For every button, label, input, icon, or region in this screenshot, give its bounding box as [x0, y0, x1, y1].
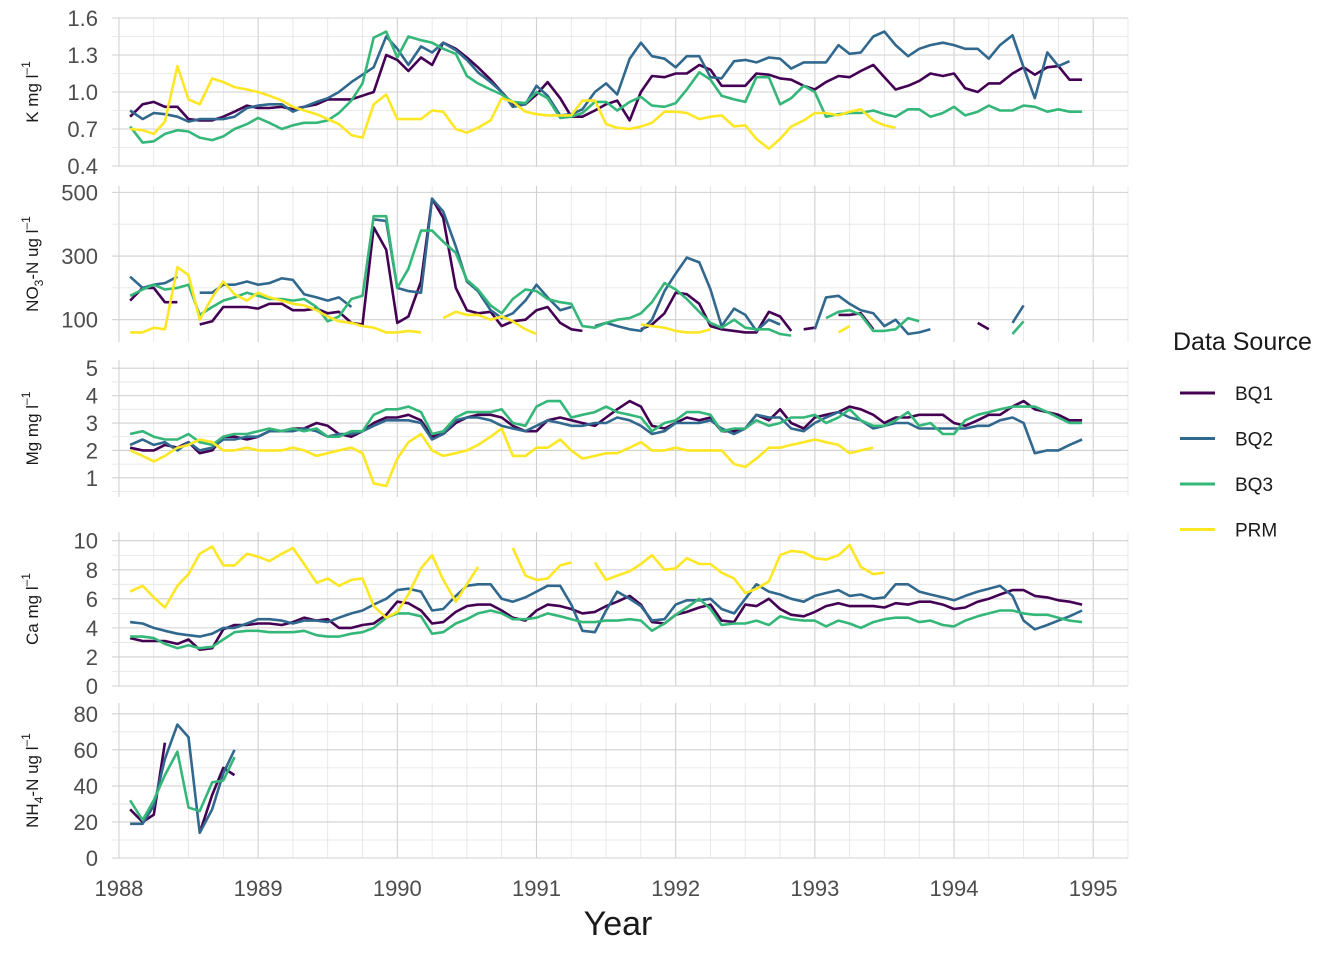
- series-line-bq3: [128, 750, 236, 822]
- x-tick-label: 1992: [651, 876, 700, 901]
- y-tick-label: 80: [74, 702, 98, 727]
- legend-label: BQ3: [1235, 475, 1273, 496]
- panel-mg: 1 234 5 Mg mg l–1: [19, 356, 1129, 497]
- y-tick-label: 1: [86, 466, 98, 491]
- y-tick-label: 100: [61, 308, 98, 333]
- y-tick-label: 0.4: [67, 154, 98, 179]
- series-line-bq1: [199, 197, 583, 333]
- series-line-bq1: [977, 321, 990, 331]
- legend-label: BQ1: [1235, 384, 1273, 405]
- y-axis-label: Ca mg l–1: [19, 573, 42, 645]
- y-tick-label: 3: [86, 411, 98, 436]
- legend-label: PRM: [1235, 521, 1277, 542]
- series-line-bq3: [129, 399, 1083, 447]
- series-line-bq2: [130, 723, 236, 835]
- legend-title: Data Source: [1173, 328, 1312, 356]
- series-line-bq3: [825, 308, 920, 333]
- series-line-bq2: [129, 30, 1071, 123]
- y-axis-label: Mg mg l–1: [19, 391, 42, 465]
- series-line-prm: [593, 543, 885, 595]
- y-tick-label: 0.7: [67, 117, 98, 142]
- y-tick-label: 300: [61, 244, 98, 269]
- series-line-bq3: [130, 597, 1083, 650]
- series-line-bq1: [803, 326, 815, 331]
- legend-item-bq2: BQ2: [1180, 430, 1273, 451]
- panel-no3: 100 300 500 NO3-N ug l–1: [19, 180, 1129, 342]
- y-tick-label: 1.0: [67, 80, 98, 105]
- x-axis-label: Year: [584, 905, 653, 943]
- x-tick-label: 1993: [790, 876, 839, 901]
- x-tick-label: 1988: [94, 876, 143, 901]
- legend-item-bq3: BQ3: [1180, 475, 1273, 496]
- y-tick-label: 8: [86, 558, 98, 583]
- x-tick-label: 1991: [512, 876, 561, 901]
- series-line-bq1: [640, 291, 793, 334]
- y-tick-label: 1.6: [67, 6, 98, 31]
- y-tick-label: 20: [74, 810, 98, 835]
- y-tick-label: 2: [86, 645, 98, 670]
- panel-ca: 0 2 4 6 8 10 Ca mg l–1: [19, 529, 1129, 699]
- panel-k: 0.4 0.7 1.0 1.3 1.6 K mg l–1: [19, 6, 1129, 179]
- series-line-prm: [129, 545, 480, 619]
- series-line-prm: [837, 324, 851, 334]
- x-tick-label: 1994: [930, 876, 979, 901]
- y-axis-label: NO3-N ug l–1: [19, 216, 46, 312]
- series-line-bq3: [129, 214, 792, 337]
- series-line-prm: [511, 547, 572, 582]
- y-tick-label: 6: [86, 587, 98, 612]
- series-line-bq2: [373, 197, 572, 320]
- y-tick-label: 60: [74, 738, 98, 763]
- y-tick-label: 0: [86, 674, 98, 699]
- legend-label: BQ2: [1235, 430, 1273, 451]
- series-line-bq2: [129, 583, 1083, 638]
- legend: Data Source BQ1 BQ2 BQ3 PRM: [1173, 328, 1312, 542]
- series-line-bq2: [594, 256, 781, 333]
- series-line-bq2: [813, 294, 931, 336]
- series-line-prm: [640, 323, 711, 334]
- y-tick-label: 500: [61, 180, 98, 205]
- x-tick-label: 1990: [373, 876, 422, 901]
- series-line-prm: [130, 265, 422, 334]
- y-axis-label: K mg l–1: [19, 61, 42, 123]
- y-axis-label: NH4-N ug l–1: [19, 733, 46, 828]
- x-tick-label: 1989: [234, 876, 283, 901]
- series-line-prm: [129, 64, 896, 150]
- series-line-prm: [129, 427, 874, 488]
- y-tick-label: 4: [86, 384, 98, 409]
- x-tick-label: 1995: [1069, 876, 1118, 901]
- y-tick-label: 5: [86, 356, 98, 381]
- y-tick-label: 0: [86, 846, 98, 871]
- legend-item-bq1: BQ1: [1180, 384, 1273, 405]
- y-tick-label: 2: [86, 438, 98, 463]
- y-tick-label: 1.3: [67, 43, 98, 68]
- series-line-prm: [442, 310, 538, 336]
- series-line-bq2: [1011, 304, 1025, 324]
- legend-item-prm: PRM: [1180, 521, 1277, 542]
- y-tick-label: 10: [74, 529, 98, 554]
- series-line-bq2: [129, 410, 1083, 455]
- series-line-bq3: [129, 30, 1083, 144]
- series-line-bq1: [838, 312, 875, 331]
- series-line-bq3: [1011, 320, 1025, 335]
- y-tick-label: 40: [74, 774, 98, 799]
- panel-nh4: 0 20 40 60 80 NH4-N ug l–1: [19, 702, 1129, 871]
- y-tick-label: 4: [86, 616, 98, 641]
